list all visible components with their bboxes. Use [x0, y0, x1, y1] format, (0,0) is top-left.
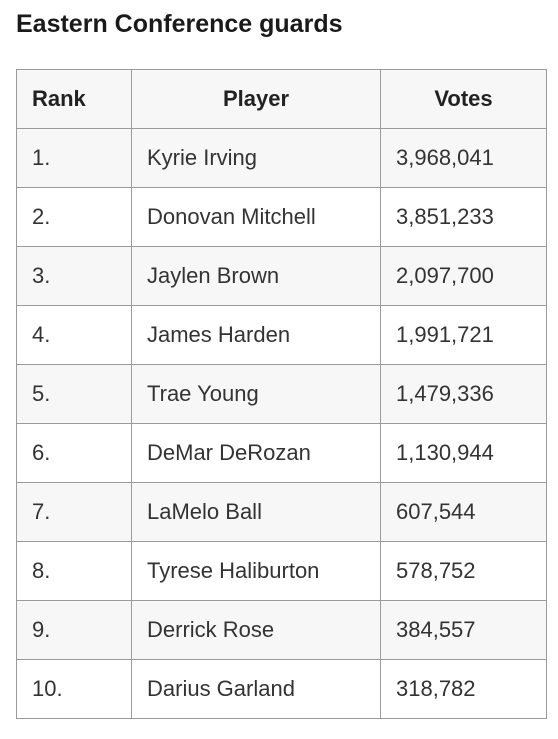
- player-cell: DeMar DeRozan: [131, 423, 381, 483]
- player-cell: Tyrese Haliburton: [131, 541, 381, 601]
- rank-cell: 1.: [16, 128, 132, 188]
- votes-cell: 3,851,233: [380, 187, 547, 247]
- votes-cell: 1,130,944: [380, 423, 547, 483]
- votes-cell: 607,544: [380, 482, 547, 542]
- player-cell: Kyrie Irving: [131, 128, 381, 188]
- votes-table: Rank Player Votes 1. Kyrie Irving 3,968,…: [16, 69, 547, 719]
- page-title: Eastern Conference guards: [16, 10, 343, 38]
- table-row: 1. Kyrie Irving 3,968,041: [16, 128, 547, 188]
- table-row: 4. James Harden 1,991,721: [16, 305, 547, 365]
- table-row: 10. Darius Garland 318,782: [16, 659, 547, 719]
- rank-cell: 9.: [16, 600, 132, 660]
- rank-cell: 10.: [16, 659, 132, 719]
- rank-cell: 3.: [16, 246, 132, 306]
- rank-cell: 5.: [16, 364, 132, 424]
- rank-cell: 8.: [16, 541, 132, 601]
- votes-cell: 1,479,336: [380, 364, 547, 424]
- header-rank: Rank: [16, 69, 132, 129]
- table-row: 8. Tyrese Haliburton 578,752: [16, 541, 547, 601]
- player-cell: Donovan Mitchell: [131, 187, 381, 247]
- rank-cell: 6.: [16, 423, 132, 483]
- table-row: 9. Derrick Rose 384,557: [16, 600, 547, 660]
- votes-cell: 578,752: [380, 541, 547, 601]
- header-votes: Votes: [380, 69, 547, 129]
- rank-cell: 4.: [16, 305, 132, 365]
- player-cell: Darius Garland: [131, 659, 381, 719]
- rank-cell: 2.: [16, 187, 132, 247]
- votes-cell: 1,991,721: [380, 305, 547, 365]
- player-cell: Derrick Rose: [131, 600, 381, 660]
- table-row: 2. Donovan Mitchell 3,851,233: [16, 187, 547, 247]
- table-row: 3. Jaylen Brown 2,097,700: [16, 246, 547, 306]
- player-cell: Jaylen Brown: [131, 246, 381, 306]
- table-row: 6. DeMar DeRozan 1,130,944: [16, 423, 547, 483]
- header-player: Player: [131, 69, 381, 129]
- table-header-row: Rank Player Votes: [16, 69, 547, 129]
- player-cell: James Harden: [131, 305, 381, 365]
- table-row: 7. LaMelo Ball 607,544: [16, 482, 547, 542]
- votes-cell: 2,097,700: [380, 246, 547, 306]
- votes-cell: 384,557: [380, 600, 547, 660]
- votes-cell: 3,968,041: [380, 128, 547, 188]
- player-cell: Trae Young: [131, 364, 381, 424]
- player-cell: LaMelo Ball: [131, 482, 381, 542]
- votes-cell: 318,782: [380, 659, 547, 719]
- table-row: 5. Trae Young 1,479,336: [16, 364, 547, 424]
- rank-cell: 7.: [16, 482, 132, 542]
